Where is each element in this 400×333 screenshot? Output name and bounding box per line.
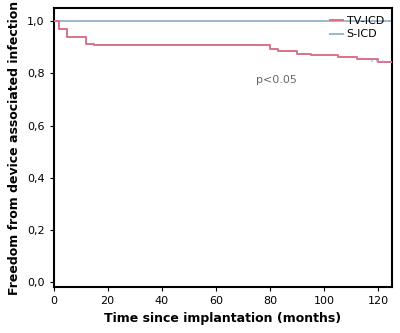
Y-axis label: Freedom from device associated infection: Freedom from device associated infection [8, 1, 21, 295]
Text: p<0.05: p<0.05 [256, 75, 297, 85]
Legend: TV-ICD, S-ICD: TV-ICD, S-ICD [328, 14, 386, 42]
X-axis label: Time since implantation (months): Time since implantation (months) [104, 312, 341, 325]
Text: ...: ... [369, 54, 386, 64]
